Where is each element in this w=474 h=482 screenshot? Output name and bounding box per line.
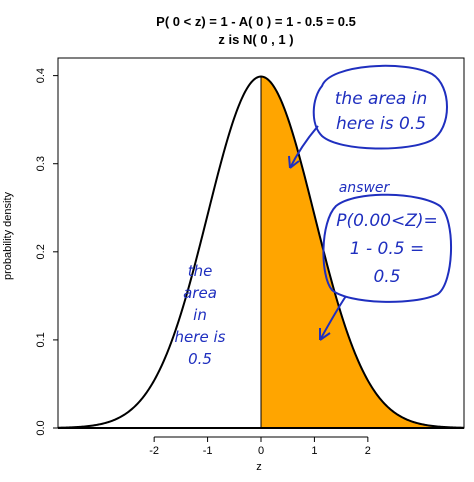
y-tick-label: 0.4 xyxy=(35,68,47,83)
balloon-answer xyxy=(322,193,453,303)
arrow-head-area-right xyxy=(288,155,300,169)
chart-title: P( 0 < z) = 1 - A( 0 ) = 1 - 0.5 = 0.5 xyxy=(156,14,356,29)
balloon-area-right xyxy=(312,64,448,150)
handwritten-annotations: the area in here is 0.5 answer P(0.00<Z)= 1 … xyxy=(175,64,453,368)
arrow-area-right xyxy=(289,125,319,169)
plot-frame xyxy=(57,57,465,429)
x-axis-label: z xyxy=(256,461,262,473)
chart-subtitle: z is N( 0 , 1 ) xyxy=(218,32,293,47)
shaded-region xyxy=(261,76,438,429)
y-tick-label: 0.3 xyxy=(35,156,47,171)
x-tick-label: 1 xyxy=(311,445,317,457)
annotation-answer-box: 1 - 0.5 = xyxy=(350,239,424,259)
plot-area: -2 -1 0 1 2 0.0 0.1 0.2 0.3 0.4 xyxy=(35,57,465,457)
annotation-area-left: the xyxy=(188,262,213,280)
annotation-area-right: the area in xyxy=(335,89,428,109)
x-tick-label: 0 xyxy=(258,445,264,457)
annotation-answer-box: 0.5 xyxy=(373,267,400,287)
annotation-answer-label: answer xyxy=(339,180,391,196)
annotation-area-right: here is 0.5 xyxy=(336,114,426,134)
arrow-head-answer xyxy=(319,328,331,341)
y-tick-label: 0.2 xyxy=(35,244,47,259)
density-curve xyxy=(57,75,465,429)
annotation-area-left: 0.5 xyxy=(188,350,212,368)
annotation-area-left: area xyxy=(183,284,217,302)
annotation-area-left: here is xyxy=(175,328,226,346)
y-axis-label: probability density xyxy=(2,191,14,280)
y-tick-label: 0.0 xyxy=(35,420,47,435)
annotation-area-left: in xyxy=(193,306,207,324)
x-tick-label: 2 xyxy=(365,445,371,457)
annotation-answer-box: P(0.00<Z)= xyxy=(336,211,438,231)
y-tick-label: 0.1 xyxy=(35,332,47,347)
arrow-answer xyxy=(319,295,347,341)
x-tick-label: -2 xyxy=(149,445,159,457)
x-tick-label: -1 xyxy=(203,445,213,457)
